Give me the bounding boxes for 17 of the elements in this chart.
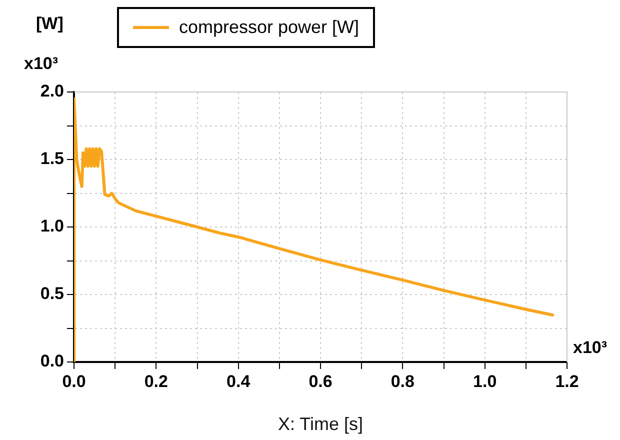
x-tick-label: 1.0 <box>473 372 497 391</box>
y-tick-label: 0.5 <box>40 284 64 304</box>
x-tick-label: 0.0 <box>62 372 86 391</box>
text: x10³ <box>24 54 58 74</box>
y-tick-label: 1.0 <box>40 216 64 236</box>
text: x10³ <box>573 338 608 358</box>
x-axis-title: X: Time [s] <box>278 414 364 434</box>
x-tick-label: 0.8 <box>390 372 414 391</box>
y-tick-label: 0.0 <box>40 352 64 371</box>
y-tick-label: 1.5 <box>40 149 64 168</box>
x-tick-label: 0.2 <box>144 372 168 391</box>
legend-label: compressor power [W] <box>179 17 360 38</box>
x-tick-label: 1.2 <box>555 372 579 391</box>
y-tick-label: 2.0 <box>40 82 64 101</box>
y-axis-title: [W] <box>36 14 64 34</box>
x-tick-label: 0.6 <box>308 372 332 391</box>
x-tick-label: 0.4 <box>226 372 251 391</box>
